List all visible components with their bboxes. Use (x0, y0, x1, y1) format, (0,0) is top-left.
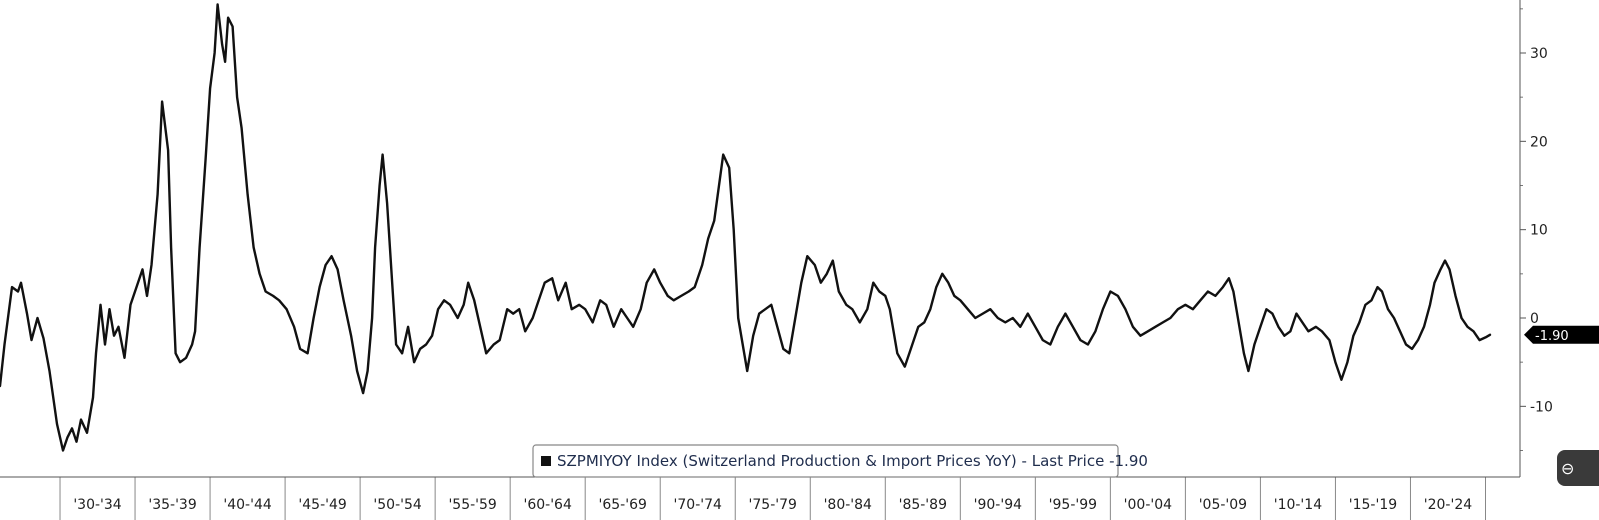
x-tick-label: '65-'69 (599, 497, 647, 513)
y-tick-label: 30 (1530, 46, 1548, 62)
last-price-tag (1524, 325, 1599, 344)
last-price-label: -1.90 (1535, 329, 1569, 344)
x-tick-label: '70-'74 (674, 497, 722, 513)
x-tick-label: '10-'14 (1274, 497, 1322, 513)
y-tick-label: 0 (1530, 311, 1539, 327)
corner-button-icon: ⊖ (1561, 459, 1574, 478)
x-tick-label: '45-'49 (298, 497, 346, 513)
x-tick-label: '60-'64 (523, 497, 571, 513)
x-tick-label: '75-'79 (749, 497, 797, 513)
y-tick-labels: -10 0 10 20 30 (1530, 46, 1553, 415)
y-tick-label: -10 (1530, 399, 1553, 415)
x-tick-label: '15-'19 (1349, 497, 1397, 513)
x-tick-label: '95-'99 (1049, 497, 1097, 513)
y-tick-label: 10 (1530, 223, 1548, 239)
x-tick-label: '85-'89 (899, 497, 947, 513)
x-tick-label: '20-'24 (1424, 497, 1472, 513)
x-tick-labels: '30-'34 '35-'39 '40-'44 '45-'49 '50-'54 '55-'… (73, 497, 1472, 513)
y-tick-label: 20 (1530, 134, 1548, 150)
x-tick-marks (59, 477, 1486, 520)
x-tick-label: '50-'54 (373, 497, 421, 513)
x-tick-label: '05-'09 (1199, 497, 1247, 513)
series-line (0, 3, 1492, 452)
x-tick-label: '30-'34 (73, 497, 121, 513)
x-tick-label: '55-'59 (448, 497, 496, 513)
legend-text: SZPMIYOY Index (Switzerland Production &… (557, 452, 1148, 470)
legend-swatch (541, 456, 551, 466)
legend-box: SZPMIYOY Index (Switzerland Production &… (532, 444, 1148, 478)
x-tick-label: '00-'04 (1124, 497, 1172, 513)
x-tick-label: '90-'94 (974, 497, 1022, 513)
corner-button[interactable]: ⊖ (1557, 450, 1599, 486)
last-price-marker: -1.90 (1524, 325, 1599, 344)
x-tick-label: '35-'39 (148, 497, 196, 513)
x-tick-label: '40-'44 (223, 497, 271, 513)
x-tick-label: '80-'84 (824, 497, 872, 513)
